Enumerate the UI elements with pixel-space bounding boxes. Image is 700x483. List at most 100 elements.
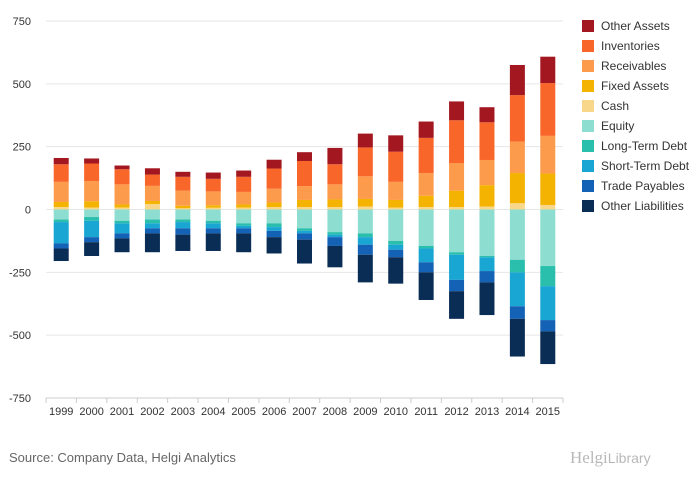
bar-fixed-assets-2010 — [388, 199, 404, 208]
bar-trade-payables-2009 — [357, 244, 373, 255]
bar-long-term-debt-2014 — [509, 259, 525, 273]
bar-other-assets-2000 — [84, 158, 100, 164]
bar-long-term-debt-2002 — [144, 219, 160, 224]
bar-receivables-2005 — [236, 191, 252, 205]
legend-item-other-assets[interactable]: Other Assets — [582, 19, 670, 33]
bar-trade-payables-2015 — [540, 320, 556, 332]
bar-long-term-debt-2012 — [449, 252, 465, 255]
bar-trade-payables-2001 — [114, 233, 130, 239]
bar-other-assets-2013 — [479, 107, 495, 123]
bar-long-term-debt-2008 — [327, 232, 343, 235]
x-tick-label: 2012 — [444, 406, 468, 418]
bar-other-liabilities-2015 — [540, 331, 556, 365]
x-tick-label: 2013 — [475, 406, 499, 418]
bar-other-assets-2001 — [114, 165, 130, 170]
x-tick-label: 2014 — [505, 406, 529, 418]
bar-receivables-2015 — [540, 135, 556, 174]
bar-other-liabilities-2001 — [114, 238, 130, 253]
bar-inventories-2012 — [449, 120, 465, 164]
bar-other-assets-2006 — [266, 159, 282, 169]
bar-receivables-2000 — [84, 181, 100, 202]
bar-other-assets-2008 — [327, 147, 343, 165]
bar-other-liabilities-2004 — [205, 233, 221, 251]
bars — [53, 56, 556, 365]
bar-inventories-2006 — [266, 168, 282, 189]
bar-long-term-debt-2015 — [540, 266, 556, 287]
bar-inventories-2014 — [509, 95, 525, 142]
bar-fixed-assets-2007 — [297, 199, 312, 207]
bar-other-liabilities-2000 — [84, 242, 100, 256]
x-tick-label: 2009 — [353, 406, 377, 418]
logo-main: Helgi — [570, 448, 608, 467]
bar-short-term-debt-2001 — [114, 223, 130, 234]
bar-short-term-debt-2002 — [144, 223, 160, 229]
bar-other-assets-2009 — [357, 133, 373, 148]
gridlines — [46, 20, 563, 399]
bar-long-term-debt-2000 — [84, 217, 100, 221]
bar-receivables-2002 — [144, 185, 160, 201]
bar-equity-2010 — [388, 209, 404, 241]
bar-inventories-2008 — [327, 164, 343, 185]
bar-other-assets-2015 — [540, 56, 556, 84]
bar-short-term-debt-2000 — [84, 220, 100, 238]
bar-long-term-debt-2001 — [114, 220, 130, 224]
bar-fixed-assets-2001 — [114, 204, 130, 208]
legend-label: Trade Payables — [601, 179, 685, 193]
bar-receivables-2004 — [205, 191, 221, 206]
bar-other-liabilities-2010 — [388, 257, 404, 284]
bar-trade-payables-2007 — [297, 233, 312, 240]
legend-item-cash[interactable]: Cash — [582, 99, 629, 113]
bar-equity-2001 — [114, 209, 130, 221]
bar-other-liabilities-2007 — [297, 239, 312, 264]
bar-equity-2015 — [540, 209, 556, 267]
bar-cash-2007 — [297, 206, 312, 210]
y-tick-label: 0 — [25, 205, 31, 217]
legend-item-equity[interactable]: Equity — [582, 119, 634, 133]
bar-equity-2006 — [266, 209, 282, 224]
bar-trade-payables-2006 — [266, 230, 282, 238]
bar-inventories-2011 — [418, 137, 434, 174]
bar-cash-2003 — [175, 208, 191, 210]
bar-fixed-assets-2011 — [418, 195, 434, 207]
legend-item-receivables[interactable]: Receivables — [582, 59, 666, 73]
legend-swatch — [582, 160, 594, 172]
x-tick-label: 1999 — [49, 406, 73, 418]
bar-fixed-assets-2003 — [175, 205, 191, 209]
bar-cash-2010 — [388, 207, 404, 210]
bar-receivables-2012 — [449, 163, 465, 191]
bar-cash-2001 — [114, 207, 130, 210]
bar-receivables-2014 — [509, 141, 525, 174]
bar-trade-payables-2010 — [388, 249, 404, 258]
bar-long-term-debt-2006 — [266, 223, 282, 228]
legend-item-short-term-debt[interactable]: Short-Term Debt — [582, 159, 690, 173]
bar-receivables-2008 — [327, 184, 343, 200]
bar-short-term-debt-2004 — [205, 223, 221, 229]
bar-short-term-debt-2005 — [236, 225, 252, 229]
legend-item-trade-payables[interactable]: Trade Payables — [582, 179, 685, 193]
bar-equity-2009 — [357, 209, 373, 234]
bar-inventories-2003 — [175, 176, 191, 191]
bar-trade-payables-2004 — [205, 228, 221, 234]
bar-short-term-debt-2003 — [175, 222, 191, 229]
bar-short-term-debt-2009 — [357, 237, 373, 245]
legend-item-long-term-debt[interactable]: Long-Term Debt — [582, 139, 688, 153]
legend-item-inventories[interactable]: Inventories — [582, 39, 660, 53]
bar-cash-2005 — [236, 207, 252, 210]
bar-fixed-assets-2002 — [144, 200, 160, 204]
y-tick-label: -750 — [9, 393, 31, 405]
legend-label: Equity — [601, 119, 634, 133]
bar-receivables-2013 — [479, 159, 495, 186]
legend-item-fixed-assets[interactable]: Fixed Assets — [582, 79, 669, 93]
bar-equity-2007 — [297, 209, 312, 229]
bar-other-liabilities-2013 — [479, 282, 495, 316]
bar-long-term-debt-2009 — [357, 233, 373, 238]
bar-short-term-debt-2013 — [479, 257, 495, 272]
legend-item-other-liabilities[interactable]: Other Liabilities — [582, 199, 684, 213]
bar-other-assets-2011 — [418, 121, 434, 138]
helgi-library-logo[interactable]: HelgiLibrary — [570, 448, 651, 468]
bar-short-term-debt-2010 — [388, 244, 404, 250]
x-tick-label: 2008 — [323, 406, 347, 418]
bar-fixed-assets-2014 — [509, 173, 525, 204]
bar-inventories-2005 — [236, 176, 252, 192]
bar-inventories-1999 — [53, 164, 69, 182]
